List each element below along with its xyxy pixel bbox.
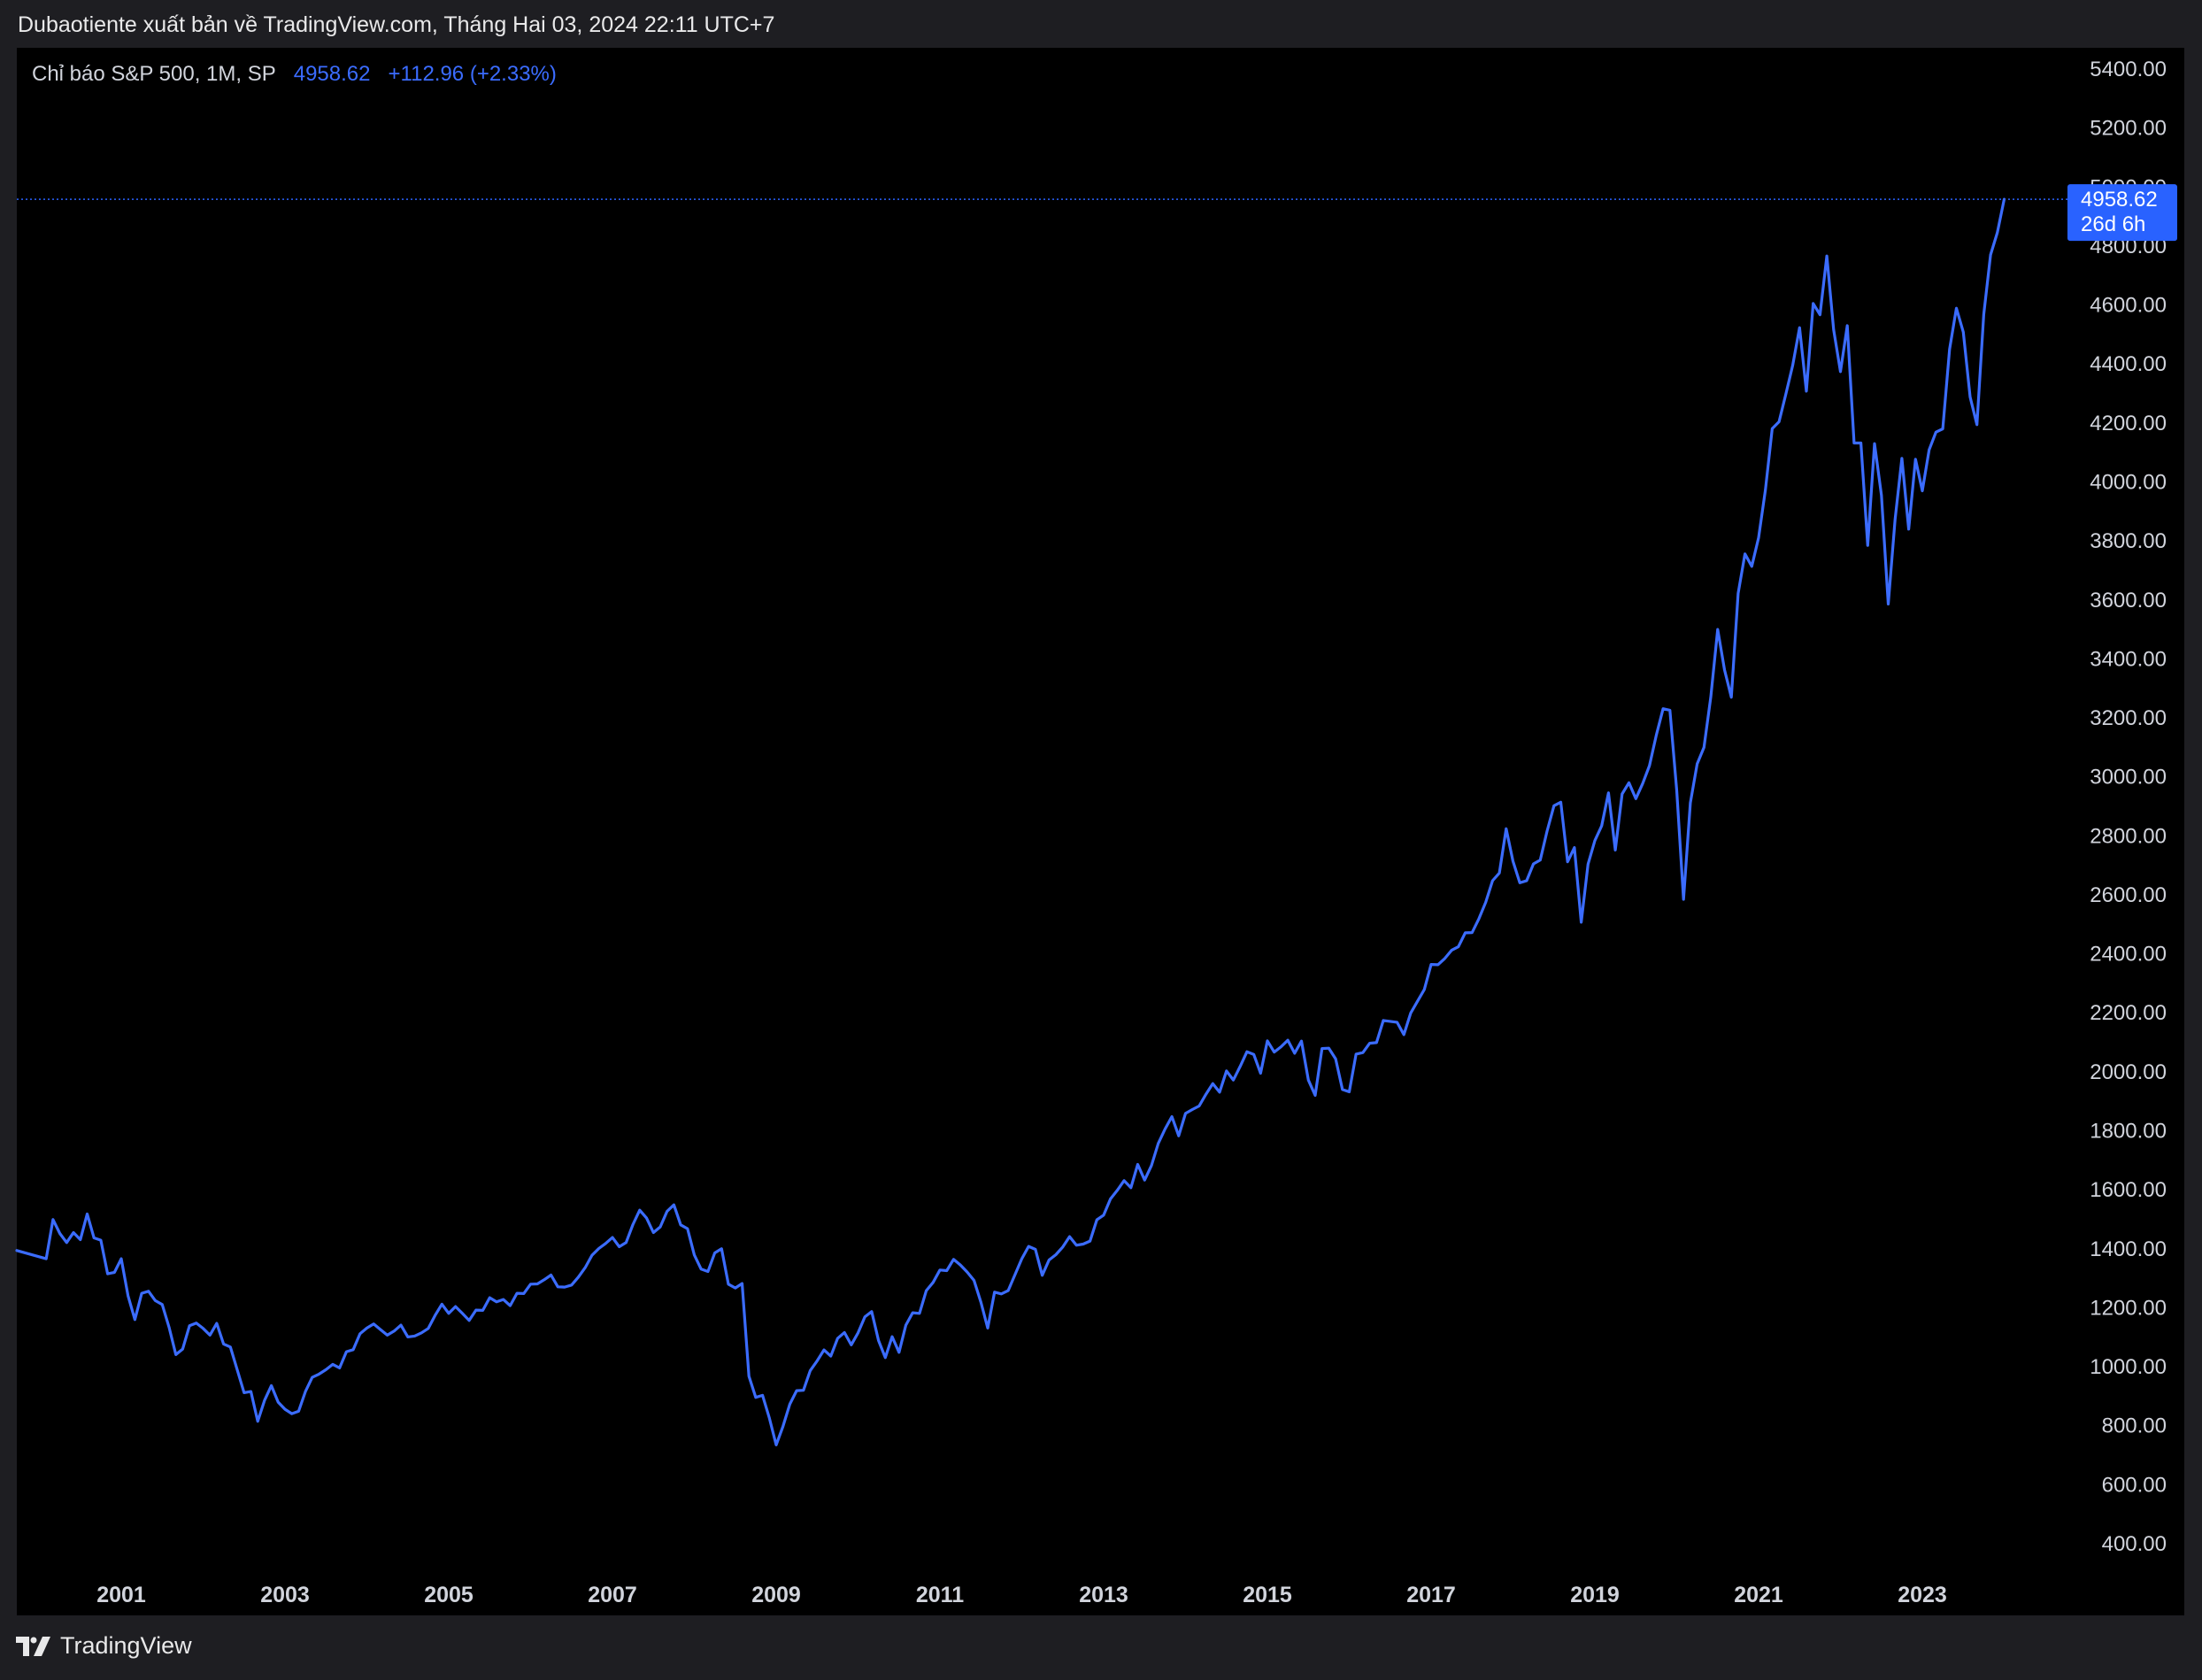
y-tick-label: 3800.00: [2090, 529, 2167, 553]
price-series-line[interactable]: [15, 197, 2006, 1446]
publish-caption: Dubaotiente xuất bản về TradingView.com,…: [18, 12, 775, 37]
legend-change: +112.96 (+2.33%): [388, 62, 557, 86]
x-tick-label: 2005: [424, 1583, 474, 1607]
y-tick-label: 3200.00: [2090, 706, 2167, 730]
legend-symbol[interactable]: Chỉ báo S&P 500, 1M, SP: [32, 62, 276, 86]
chart-frame[interactable]: [17, 48, 2184, 1615]
chart-legend: Chỉ báo S&P 500, 1M, SP 4958.62 +112.96 …: [32, 62, 557, 87]
y-tick-label: 2600.00: [2090, 883, 2167, 907]
y-tick-label: 1800.00: [2090, 1120, 2167, 1144]
y-tick-label: 1600.00: [2090, 1178, 2167, 1202]
y-tick-label: 600.00: [2102, 1473, 2167, 1497]
y-tick-label: 1400.00: [2090, 1237, 2167, 1261]
x-tick-label: 2015: [1243, 1583, 1292, 1607]
y-tick-label: 1000.00: [2090, 1355, 2167, 1379]
y-tick-label: 4200.00: [2090, 412, 2167, 435]
price-axis[interactable]: 400.00 600.00 800.00 1000.00 1200.00 1400.00 1…: [2090, 58, 2167, 1556]
y-tick-label: 4600.00: [2090, 294, 2167, 318]
bar-countdown: 26d 6h: [2081, 212, 2145, 236]
last-price-tag-value: 4958.62: [2081, 188, 2158, 212]
y-tick-label: 3600.00: [2090, 589, 2167, 613]
time-axis[interactable]: 2001 2003 2005 2007 2009 2011 2013 2015 2017 2019…: [96, 1583, 1947, 1607]
footer-brand[interactable]: TradingView: [16, 1632, 192, 1660]
x-tick-label: 2017: [1406, 1583, 1456, 1607]
x-tick-label: 2003: [260, 1583, 310, 1607]
x-tick-label: 2023: [1898, 1583, 1947, 1607]
y-tick-label: 2400.00: [2090, 943, 2167, 967]
x-tick-label: 2007: [588, 1583, 637, 1607]
footer-brand-label: TradingView: [60, 1632, 192, 1659]
last-price-tag-bg: [2067, 184, 2177, 242]
x-tick-label: 2021: [1734, 1583, 1783, 1607]
x-tick-label: 2011: [916, 1583, 964, 1607]
y-tick-label: 3000.00: [2090, 766, 2167, 790]
tradingview-logo-icon: [16, 1636, 50, 1656]
y-tick-label: 5200.00: [2090, 117, 2167, 141]
x-tick-label: 2013: [1079, 1583, 1128, 1607]
y-tick-label: 2200.00: [2090, 1001, 2167, 1025]
y-tick-label: 2000.00: [2090, 1060, 2167, 1084]
y-tick-label: 400.00: [2102, 1532, 2167, 1556]
x-tick-label: 2019: [1570, 1583, 1620, 1607]
y-tick-label: 5400.00: [2090, 58, 2167, 81]
y-tick-label: 4000.00: [2090, 470, 2167, 494]
y-tick-label: 1200.00: [2090, 1296, 2167, 1320]
y-tick-label: 3400.00: [2090, 647, 2167, 671]
y-tick-label: 800.00: [2102, 1414, 2167, 1438]
x-tick-label: 2009: [751, 1583, 801, 1607]
last-price-tag: 4958.62 26d 6h: [2067, 184, 2177, 242]
legend-last-value: 4958.62: [293, 62, 371, 86]
y-tick-label: 4400.00: [2090, 352, 2167, 376]
x-tick-label: 2001: [96, 1583, 146, 1607]
y-tick-label: 2800.00: [2090, 824, 2167, 848]
